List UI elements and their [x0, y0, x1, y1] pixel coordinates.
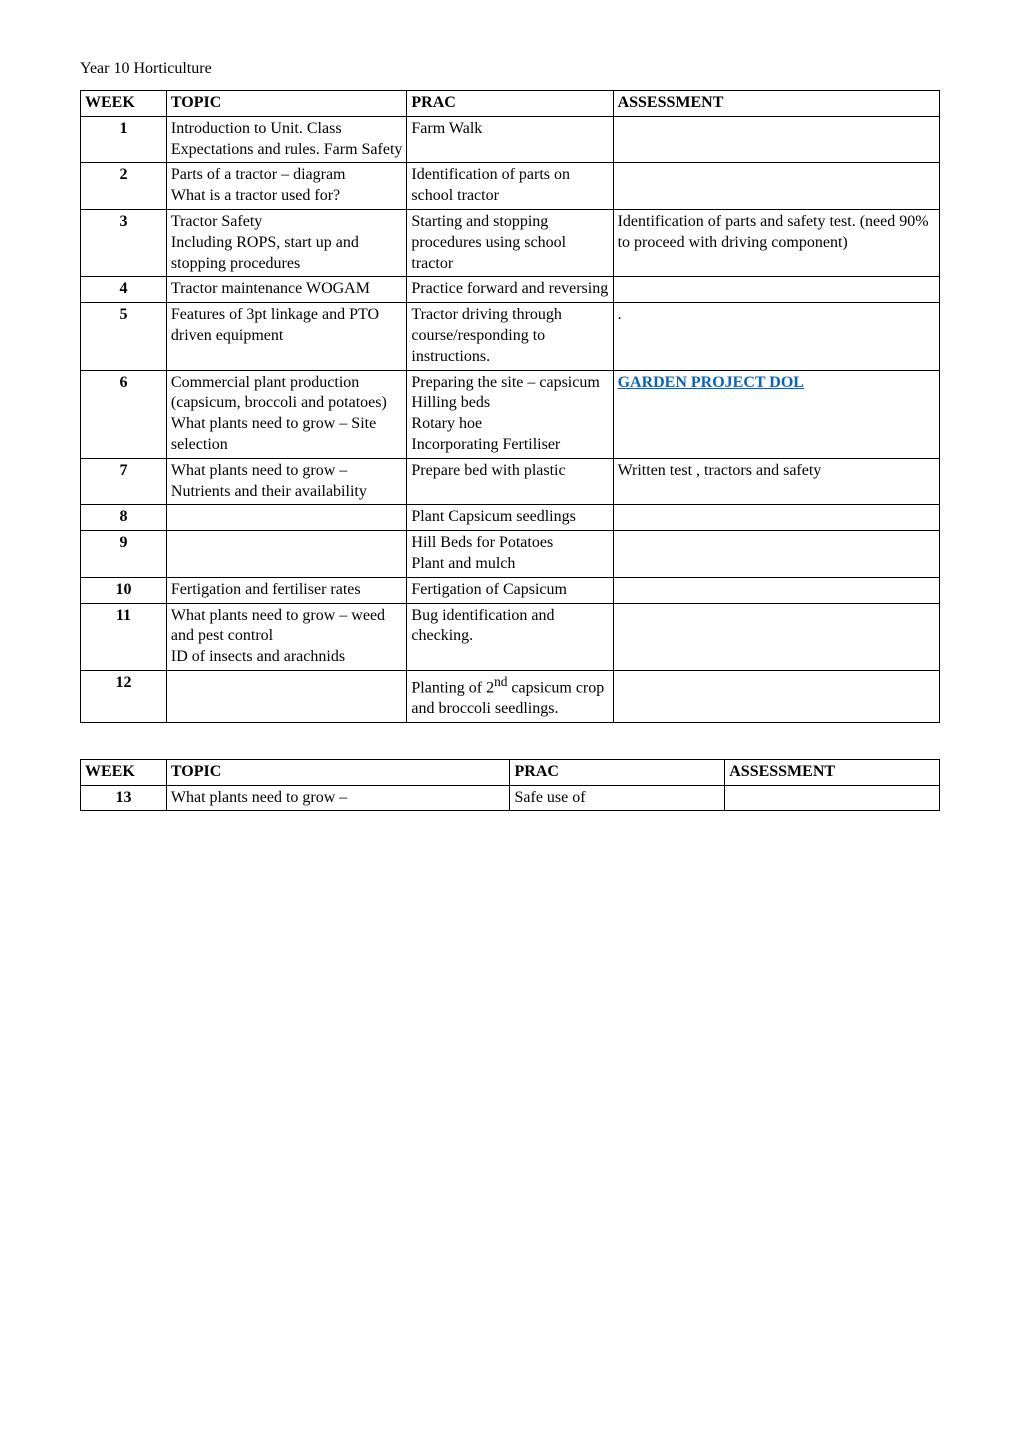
cell-prac: Plant Capsicum seedlings [407, 505, 613, 531]
col-prac: PRAC [510, 759, 725, 785]
cell-week: 2 [81, 163, 167, 210]
cell-topic: Fertigation and fertiliser rates [166, 577, 407, 603]
cell-prac: Preparing the site – capsicumHilling bed… [407, 370, 613, 458]
cell-topic: Tractor SafetyIncluding ROPS, start up a… [166, 209, 407, 276]
table-row: 2 Parts of a tractor – diagramWhat is a … [81, 163, 940, 210]
cell-prac: Hill Beds for PotatoesPlant and mulch [407, 531, 613, 578]
cell-topic: Tractor maintenance WOGAM [166, 277, 407, 303]
cell-prac: Farm Walk [407, 116, 613, 163]
cell-week: 8 [81, 505, 167, 531]
cell-topic: What plants need to grow – weed and pest… [166, 603, 407, 670]
cell-topic: Commercial plant production (capsicum, b… [166, 370, 407, 458]
cell-prac: Fertigation of Capsicum [407, 577, 613, 603]
cell-prac: Prepare bed with plastic [407, 458, 613, 505]
cell-topic: Features of 3pt linkage and PTO driven e… [166, 303, 407, 370]
cell-prac: Planting of 2nd capsicum crop and brocco… [407, 670, 613, 722]
cell-topic [166, 505, 407, 531]
cell-week: 9 [81, 531, 167, 578]
cell-topic [166, 531, 407, 578]
cell-prac: Bug identification and checking. [407, 603, 613, 670]
table-row: 12 Planting of 2nd capsicum crop and bro… [81, 670, 940, 722]
table-row: 11 What plants need to grow – weed and p… [81, 603, 940, 670]
cell-assess [613, 116, 939, 163]
table-row: 6 Commercial plant production (capsicum,… [81, 370, 940, 458]
cell-assess: GARDEN PROJECT DOL [613, 370, 939, 458]
cell-week: 6 [81, 370, 167, 458]
table-row: 8 Plant Capsicum seedlings [81, 505, 940, 531]
cell-topic [166, 670, 407, 722]
cell-week: 1 [81, 116, 167, 163]
cell-topic: What plants need to grow – [166, 785, 510, 811]
col-topic: TOPIC [166, 759, 510, 785]
cell-week: 11 [81, 603, 167, 670]
cell-prac: Safe use of [510, 785, 725, 811]
cell-assess [613, 531, 939, 578]
cell-assess [613, 505, 939, 531]
cell-assess: Identification of parts and safety test.… [613, 209, 939, 276]
cell-topic: Parts of a tractor – diagramWhat is a tr… [166, 163, 407, 210]
cell-prac: Tractor driving through course/respondin… [407, 303, 613, 370]
page-heading: Year 10 Horticulture [80, 60, 940, 78]
cell-prac: Identification of parts on school tracto… [407, 163, 613, 210]
col-week: WEEK [81, 759, 167, 785]
table-row: 7 What plants need to grow – Nutrients a… [81, 458, 940, 505]
cell-assess [613, 277, 939, 303]
table-row: 9 Hill Beds for PotatoesPlant and mulch [81, 531, 940, 578]
table-row: 1 Introduction to Unit. Class Expectatio… [81, 116, 940, 163]
cell-assess: . [613, 303, 939, 370]
table-header-row: WEEK TOPIC PRAC ASSESSMENT [81, 759, 940, 785]
schedule-table-main: WEEK TOPIC PRAC ASSESSMENT 1 Introductio… [80, 90, 940, 723]
col-week: WEEK [81, 91, 167, 117]
table-row: 3 Tractor SafetyIncluding ROPS, start up… [81, 209, 940, 276]
cell-week: 12 [81, 670, 167, 722]
garden-project-link[interactable]: GARDEN PROJECT DOL [618, 374, 804, 391]
table-header-row: WEEK TOPIC PRAC ASSESSMENT [81, 91, 940, 117]
cell-assess [613, 670, 939, 722]
cell-prac: Starting and stopping procedures using s… [407, 209, 613, 276]
cell-assess: Written test , tractors and safety [613, 458, 939, 505]
cell-topic: Introduction to Unit. Class Expectations… [166, 116, 407, 163]
table-row: 5 Features of 3pt linkage and PTO driven… [81, 303, 940, 370]
col-assess: ASSESSMENT [725, 759, 940, 785]
cell-assess [725, 785, 940, 811]
table-row: 4 Tractor maintenance WOGAM Practice for… [81, 277, 940, 303]
col-prac: PRAC [407, 91, 613, 117]
table-row: 13 What plants need to grow – Safe use o… [81, 785, 940, 811]
cell-week: 3 [81, 209, 167, 276]
table-row: 10 Fertigation and fertiliser rates Fert… [81, 577, 940, 603]
cell-week: 4 [81, 277, 167, 303]
cell-week: 5 [81, 303, 167, 370]
cell-assess [613, 577, 939, 603]
cell-week: 13 [81, 785, 167, 811]
schedule-table-second: WEEK TOPIC PRAC ASSESSMENT 13 What plant… [80, 759, 940, 812]
cell-assess [613, 603, 939, 670]
col-assess: ASSESSMENT [613, 91, 939, 117]
col-topic: TOPIC [166, 91, 407, 117]
cell-prac: Practice forward and reversing [407, 277, 613, 303]
cell-week: 10 [81, 577, 167, 603]
cell-assess [613, 163, 939, 210]
cell-topic: What plants need to grow – Nutrients and… [166, 458, 407, 505]
cell-week: 7 [81, 458, 167, 505]
